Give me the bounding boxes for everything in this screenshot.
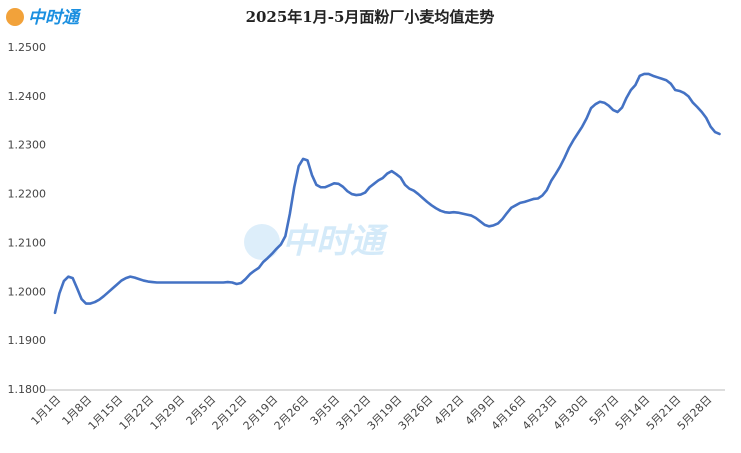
x-tick-label: 4月2日 (432, 393, 467, 428)
line-series (53, 72, 721, 315)
x-tick-label: 4月30日 (551, 393, 591, 433)
y-tick-label: 1.2300 (8, 139, 47, 152)
watermark-icon (244, 224, 280, 260)
y-tick-label: 1.1800 (8, 383, 47, 396)
watermark: 中时通 (282, 222, 389, 262)
y-tick-label: 1.2000 (8, 285, 47, 298)
x-tick-label: 3月26日 (396, 393, 436, 433)
y-tick-label: 1.2100 (8, 236, 47, 249)
x-tick-label: 5月28日 (675, 393, 715, 433)
y-tick-label: 1.1900 (8, 334, 47, 347)
y-tick-label: 1.2500 (8, 41, 47, 54)
chart-title: 2025年1月-5月面粉厂小麦均值走势 (246, 8, 495, 26)
x-tick-label: 2月26日 (272, 393, 312, 433)
y-tick-label: 1.2200 (8, 188, 47, 201)
y-tick-label: 1.2400 (8, 90, 47, 103)
x-tick-label: 1月29日 (148, 393, 188, 433)
logo: 中时通 (28, 8, 82, 28)
x-tick-label: 1月1日 (29, 393, 64, 428)
logo-icon (6, 8, 24, 26)
